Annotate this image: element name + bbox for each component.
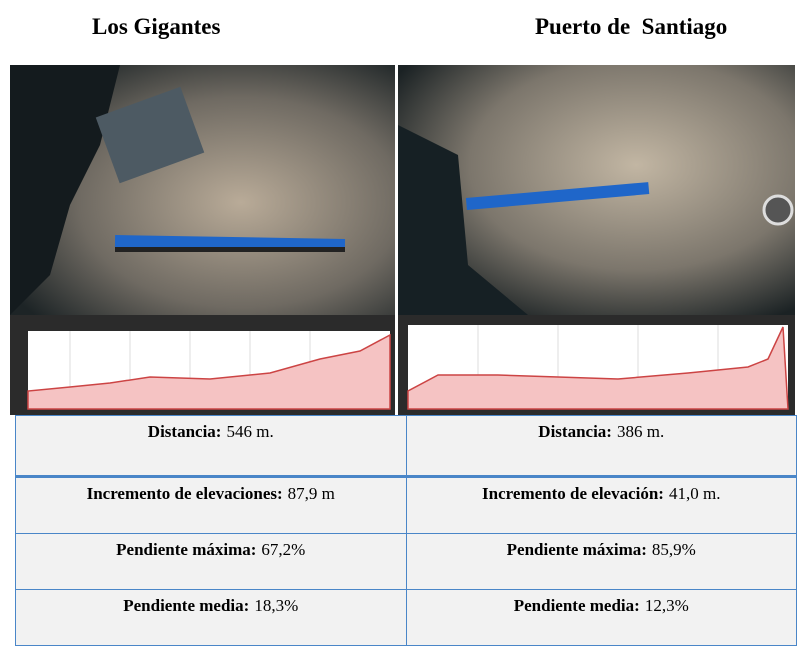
table-cell: Distancia:546 m. [16,416,407,477]
table-cell: Distancia: 386 m. [406,416,797,477]
table-row: Distancia:546 m.Distancia:386 m. [16,416,797,477]
stats-table: Distancia:546 m.Distancia:386 m.Incremen… [15,415,797,646]
page: Los Gigantes Puerto de Santiago Distanci… [0,0,801,630]
cell-label: Pendiente máxima: [116,540,256,559]
table-cell: Incremento de elevación: 41,0 m. [406,477,797,534]
table-cell: Pendiente máxima: 85,9% [406,534,797,590]
cell-label: Distancia: [148,422,222,441]
cell-label: Pendiente media: [514,596,640,615]
table-cell: Incremento de elevaciones: 87,9 m [16,477,407,534]
satellite-image [10,65,395,315]
elevation-profile [10,315,395,415]
cell-value: 18,3% [254,596,298,615]
cell-value: 67,2% [261,540,305,559]
cell-value: 386 m. [617,422,664,441]
table-row: Pendiente máxima: 67,2% Pendiente máxima: 8… [16,534,797,590]
cell-label: Pendiente media: [123,596,249,615]
header-left: Los Gigantes [92,14,220,40]
cell-label: Incremento de elevaciones: [87,484,283,503]
header-right: Puerto de Santiago [535,14,727,40]
table-row: Pendiente media: 18,3% Pendiente media: 12,… [16,590,797,646]
cell-value: 85,9% [652,540,696,559]
cell-label: Incremento de elevación: [482,484,664,503]
table-cell: Pendiente máxima: 67,2% [16,534,407,590]
satellite-image [398,65,795,315]
cell-label: Pendiente máxima: [507,540,647,559]
cell-value: 41,0 m. [669,484,720,503]
cell-value: 12,3% [645,596,689,615]
cell-value: 546 m. [226,422,273,441]
table-cell: Pendiente media: 18,3% [16,590,407,646]
table-cell: Pendiente media: 12,3% [406,590,797,646]
cell-value: 87,9 m [288,484,335,503]
cell-label: Distancia: [538,422,612,441]
elevation-profile [398,315,795,415]
